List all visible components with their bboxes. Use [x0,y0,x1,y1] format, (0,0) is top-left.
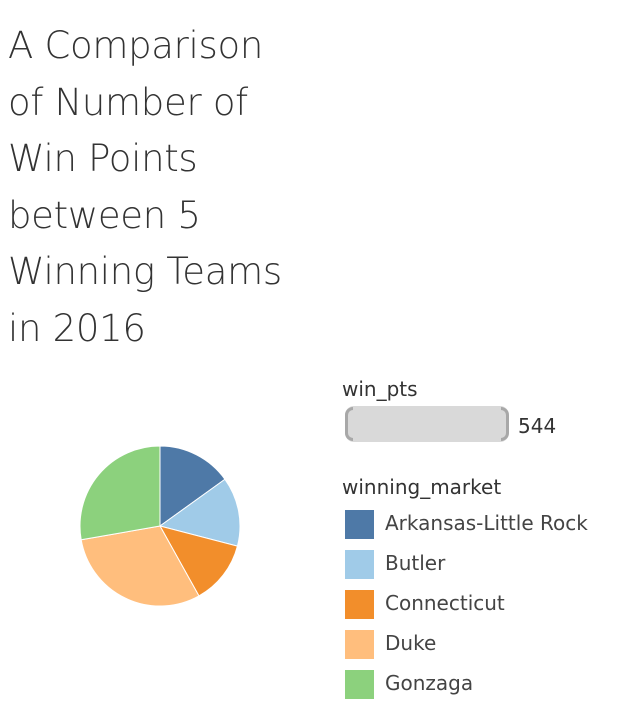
legend-swatch [345,510,374,539]
size-legend-right-cap [501,407,509,441]
pie-chart[interactable] [70,436,250,616]
legend-label: Gonzaga [385,671,474,695]
pie-slice-duke[interactable] [80,525,200,607]
title-line-1: A Comparison [8,24,264,67]
title-line-4: between 5 [8,193,201,237]
size-legend-value: 544 [518,414,557,438]
size-legend-left-cap [345,407,353,441]
legend-swatch [345,630,374,659]
pie-slice-connecticut[interactable] [158,525,239,597]
chart-title: A Comparison of Number of Win Points bet… [8,18,328,357]
pie-slice-gonzaga[interactable] [79,445,161,541]
legend-label: Arkansas-Little Rock [385,511,588,535]
pie-slice-arkansas-little-rock[interactable] [159,445,226,527]
legend-label: Duke [385,631,437,655]
legend-swatch [345,550,374,579]
title-line-3: Win Points [8,137,198,180]
size-legend-title: win_pts [342,377,418,401]
legend-label: Connecticut [385,591,505,615]
title-line-5: Winning Teams [8,250,282,293]
pie-slice-butler[interactable] [158,478,241,547]
size-legend-fill [345,406,509,442]
legend-swatch [345,590,374,619]
legend-swatch [345,670,374,699]
title-line-6: in 2016 [8,306,146,350]
size-legend-bar [345,406,509,442]
legend-label: Butler [385,551,446,575]
color-legend-title: winning_market [342,475,502,499]
title-line-2: of Number of [8,80,248,124]
